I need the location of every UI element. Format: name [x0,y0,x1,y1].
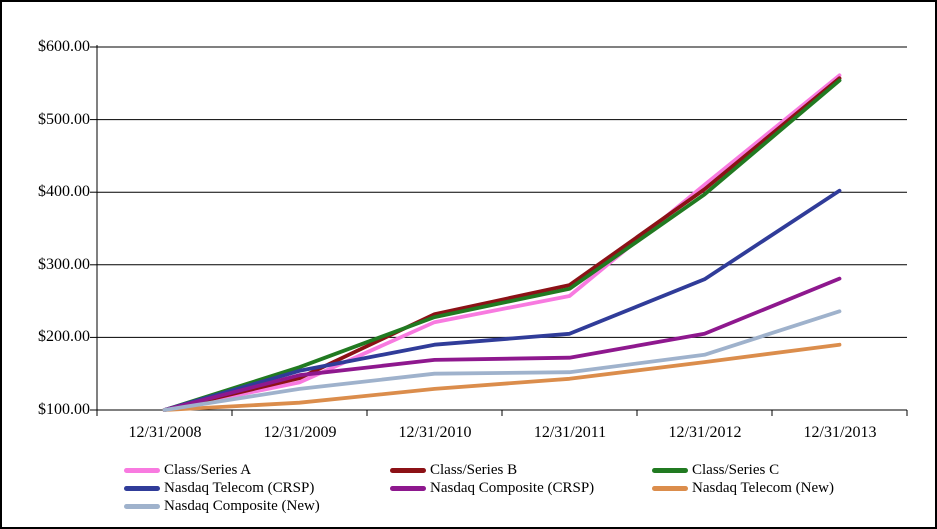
y-axis-label: $400.00 [38,183,90,200]
legend-entry: Nasdaq Composite (New) [124,497,320,515]
x-axis-label: 12/31/2008 [128,424,202,441]
y-axis-label: $200.00 [38,328,90,345]
series-b-swatch-icon [390,467,426,473]
y-axis-label: $500.00 [38,111,90,128]
x-axis-label: 12/31/2012 [668,424,742,441]
nasdaq-composite-crsp-swatch-icon [390,485,426,491]
legend-label: Nasdaq Composite (New) [164,497,320,514]
nasdaq-telecom-new-swatch-icon [652,485,688,491]
legend-label: Nasdaq Telecom (CRSP) [164,479,315,496]
x-axis-label: 12/31/2009 [263,424,337,441]
y-axis-label: $100.00 [38,401,90,418]
legend-entry: Class/Series B [390,461,517,479]
legend-label: Class/Series A [164,461,252,478]
y-axis-label: $300.00 [38,256,90,273]
legend-entry: Nasdaq Composite (CRSP) [390,479,594,497]
legend-label: Nasdaq Telecom (New) [692,479,834,496]
legend-entry: Class/Series C [652,461,779,479]
y-axis-label: $600.00 [38,38,90,55]
nasdaq-composite-new-swatch-icon [124,503,160,509]
series-a-swatch-icon [124,467,160,473]
legend-label: Class/Series C [692,461,780,478]
x-axis-label: 12/31/2013 [803,424,877,441]
x-axis-label: 12/31/2011 [533,424,607,441]
legend-entry: Class/Series A [124,461,251,479]
legend-entry: Nasdaq Telecom (CRSP) [124,479,314,497]
legend-label: Nasdaq Composite (CRSP) [430,479,595,496]
legend-entry: Nasdaq Telecom (New) [652,479,834,497]
nasdaq-telecom-crsp-swatch-icon [124,485,160,491]
x-axis-label: 12/31/2010 [398,424,472,441]
legend-label: Class/Series B [430,461,518,478]
series-c-swatch-icon [652,467,688,473]
